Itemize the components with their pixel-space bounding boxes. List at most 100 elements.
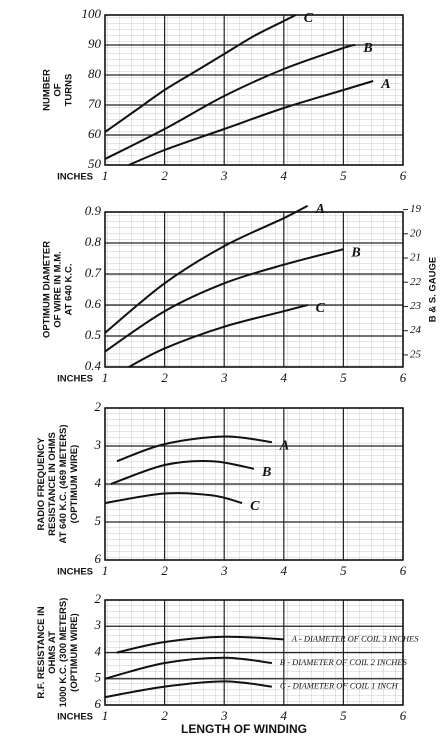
y-tick-label: 0.4: [85, 358, 102, 373]
plot-frame: [104, 211, 404, 368]
x-tick-label: 3: [220, 370, 228, 385]
curve-label: C - DIAMETER OF COIL 1 INCH: [280, 681, 399, 691]
x-tick-label: 4: [281, 370, 288, 385]
x-unit-label: INCHES: [57, 172, 93, 183]
x-tick-label: 1: [102, 168, 109, 183]
x-tick-label: 2: [161, 370, 168, 385]
y-axis-label: AT 640 K.C. (469 METERS): [58, 424, 69, 543]
x-tick-label: 2: [161, 168, 168, 183]
curve: [104, 204, 309, 334]
y-tick-label: 6: [95, 696, 102, 711]
x-tick-label: 1: [102, 370, 109, 385]
y2-axis-label: B & S. GAUGE: [428, 257, 439, 322]
curve: [104, 14, 297, 133]
x-tick-label: 6: [400, 168, 407, 183]
y-axis-label: TURNS: [64, 74, 75, 107]
curve: [128, 80, 374, 166]
plot-frame: [104, 599, 404, 706]
curve-label: B: [350, 245, 360, 260]
x-tick-label: 5: [340, 708, 347, 723]
y-tick-label: 4: [95, 643, 102, 658]
y2-tick-label: 21: [410, 252, 421, 264]
x-tick-label: 3: [220, 708, 228, 723]
x-unit-label: INCHES: [57, 567, 93, 578]
x-tick-label: 2: [161, 563, 168, 578]
curve-label: B: [362, 41, 372, 56]
x-tick-label: 3: [220, 563, 228, 578]
y-tick-label: 0.6: [85, 296, 102, 311]
y2-tick-label: 23: [410, 300, 422, 312]
y-tick-label: 2: [95, 591, 102, 606]
y2-tick-label: 20: [410, 227, 422, 239]
y2-tick-label: 25: [410, 348, 422, 360]
y-axis-label: NUMBER: [42, 69, 53, 111]
x-tick-label: 6: [400, 708, 407, 723]
curve: [104, 680, 272, 699]
x-tick-label: 5: [340, 168, 347, 183]
y-tick-label: 90: [88, 36, 102, 51]
y-tick-label: 3: [94, 437, 102, 452]
y-tick-label: 0.8: [85, 234, 102, 249]
y2-tick-label: 24: [410, 324, 422, 336]
y2-tick-label: 22: [410, 276, 422, 288]
x-tick-label: 4: [281, 563, 288, 578]
curve-label: B - DIAMETER OF COIL 2 INCHES: [280, 657, 408, 667]
x-unit-label: INCHES: [57, 712, 93, 723]
y-axis-label: RESISTANCE IN OHMS: [47, 432, 58, 536]
x-tick-label: 6: [400, 370, 407, 385]
y-axis-label: (OPTIMUM WIRE): [69, 445, 80, 524]
y-axis-label: OPTIMUM DIAMETER: [42, 241, 53, 338]
y-tick-label: 60: [88, 126, 102, 141]
y-tick-label: 70: [88, 96, 102, 111]
x-tick-label: 2: [161, 708, 168, 723]
curve-label: A: [315, 202, 325, 217]
y-tick-label: 4: [95, 475, 102, 490]
x-unit-label: INCHES: [57, 374, 93, 385]
y-tick-label: 5: [95, 513, 102, 528]
y-tick-label: 50: [88, 156, 102, 171]
minor-grid: [105, 15, 403, 165]
y-tick-label: 100: [82, 6, 102, 21]
y-axis-label: AT 640 K.C.: [64, 263, 75, 315]
x-tick-label: 4: [281, 708, 288, 723]
y-axis-label: (OPTIMUM WIRE): [69, 613, 80, 692]
curve-label: A - DIAMETER OF COIL 3 INCHES: [291, 633, 419, 643]
y-axis-label: OF WIRE IN M.M.: [53, 251, 64, 328]
x-tick-label: 5: [340, 563, 347, 578]
curve: [104, 44, 356, 160]
curve-label: C: [304, 11, 314, 26]
y-tick-label: 80: [88, 66, 102, 81]
x-tick-label: 1: [102, 708, 109, 723]
curve-label: A: [279, 438, 289, 453]
y-axis-label: OF: [53, 83, 64, 96]
curve: [110, 459, 255, 485]
y-axis-label: RADIO FREQUENCY: [36, 437, 47, 531]
curve: [116, 435, 273, 463]
curve-label: A: [380, 77, 390, 92]
y-axis-label: OHMS AT: [47, 631, 58, 674]
x-tick-label: 5: [340, 370, 347, 385]
y-tick-label: 2: [95, 399, 102, 414]
y-tick-label: 6: [95, 551, 102, 566]
x-tick-label: 4: [281, 168, 288, 183]
y-tick-label: 3: [94, 617, 102, 632]
y-axis-label: R.F. RESISTANCE IN: [36, 606, 47, 698]
x-tick-label: 1: [102, 563, 109, 578]
y-axis-label: 1000 K.C. (300 METERS): [58, 598, 69, 708]
curve: [128, 304, 308, 368]
y-tick-label: 0.5: [85, 327, 102, 342]
minor-grid: [105, 212, 403, 367]
x-axis-label: LENGTH OF WINDING: [181, 722, 307, 736]
curve: [104, 656, 272, 680]
plot-frame: [104, 14, 404, 166]
curve-label: C: [316, 301, 326, 316]
y-tick-label: 0.9: [85, 203, 102, 218]
curve: [104, 248, 344, 353]
x-tick-label: 3: [220, 168, 228, 183]
curve: [116, 635, 284, 654]
x-tick-label: 6: [400, 563, 407, 578]
curve-label: C: [250, 499, 260, 514]
curve: [104, 492, 243, 504]
curve-label: B: [261, 465, 271, 480]
